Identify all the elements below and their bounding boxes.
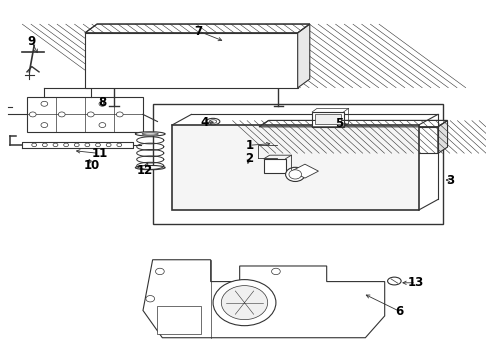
Circle shape bbox=[41, 101, 48, 106]
Circle shape bbox=[42, 143, 47, 147]
Circle shape bbox=[95, 143, 100, 147]
Circle shape bbox=[99, 123, 105, 127]
Text: 3: 3 bbox=[445, 174, 453, 186]
Circle shape bbox=[53, 143, 58, 147]
Text: 5: 5 bbox=[334, 117, 342, 130]
Text: 11: 11 bbox=[91, 147, 107, 160]
Circle shape bbox=[41, 123, 48, 127]
Text: 9: 9 bbox=[28, 35, 36, 48]
Circle shape bbox=[221, 285, 267, 320]
Circle shape bbox=[116, 112, 123, 117]
Ellipse shape bbox=[135, 166, 165, 170]
Polygon shape bbox=[85, 24, 309, 33]
Text: 8: 8 bbox=[98, 95, 106, 108]
Circle shape bbox=[145, 296, 154, 302]
Polygon shape bbox=[297, 24, 309, 88]
Text: 4: 4 bbox=[200, 116, 208, 129]
Ellipse shape bbox=[206, 118, 220, 125]
Circle shape bbox=[58, 112, 65, 117]
Text: 13: 13 bbox=[407, 276, 424, 289]
Polygon shape bbox=[85, 33, 297, 88]
Circle shape bbox=[213, 280, 275, 326]
Circle shape bbox=[87, 112, 94, 117]
Bar bbox=[152, 104, 442, 224]
Ellipse shape bbox=[209, 120, 216, 123]
Bar bbox=[157, 306, 201, 334]
Polygon shape bbox=[259, 127, 437, 153]
Text: 10: 10 bbox=[84, 159, 100, 172]
Circle shape bbox=[285, 167, 305, 181]
Polygon shape bbox=[437, 121, 447, 153]
Bar bbox=[27, 97, 142, 132]
Bar bbox=[311, 112, 343, 127]
Text: 7: 7 bbox=[194, 24, 202, 38]
Circle shape bbox=[99, 101, 105, 106]
Text: 1: 1 bbox=[245, 139, 253, 152]
Ellipse shape bbox=[142, 133, 158, 135]
Circle shape bbox=[32, 143, 37, 147]
Bar bbox=[264, 159, 285, 173]
Bar bbox=[314, 114, 340, 124]
Circle shape bbox=[106, 143, 111, 147]
Polygon shape bbox=[259, 121, 447, 127]
Text: 6: 6 bbox=[394, 305, 403, 318]
Circle shape bbox=[117, 143, 122, 147]
Polygon shape bbox=[142, 260, 384, 338]
Ellipse shape bbox=[387, 277, 400, 285]
Circle shape bbox=[288, 170, 301, 179]
Text: 2: 2 bbox=[245, 152, 253, 165]
Circle shape bbox=[155, 268, 164, 275]
Circle shape bbox=[85, 143, 90, 147]
Circle shape bbox=[271, 268, 280, 275]
Circle shape bbox=[29, 112, 36, 117]
Polygon shape bbox=[291, 164, 318, 178]
Circle shape bbox=[63, 143, 68, 147]
Text: 12: 12 bbox=[136, 163, 152, 176]
Circle shape bbox=[74, 143, 79, 147]
Polygon shape bbox=[22, 142, 133, 148]
Polygon shape bbox=[172, 125, 418, 210]
Ellipse shape bbox=[135, 132, 165, 136]
